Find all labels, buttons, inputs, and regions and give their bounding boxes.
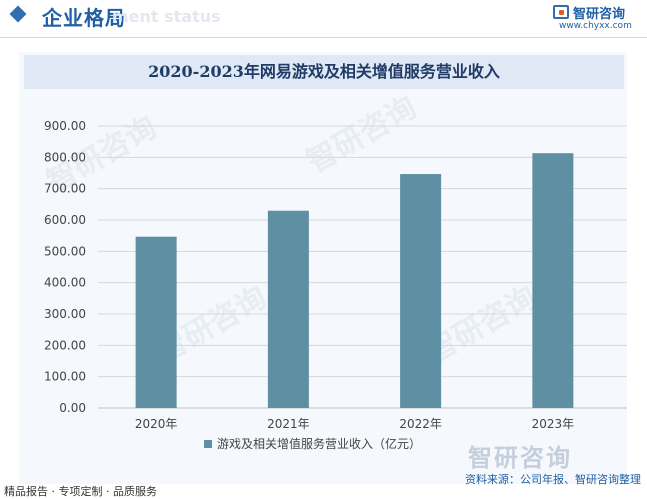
section-title: 企业格局 [42, 6, 126, 30]
brand-logo-icon [553, 5, 569, 19]
y-tick-label: 400.00 [44, 276, 86, 290]
legend-label: 游戏及相关增值服务营业收入（亿元） [217, 436, 421, 451]
legend-swatch [204, 440, 212, 448]
x-tick-label: 2021年 [267, 417, 310, 431]
y-tick-label: 900.00 [44, 119, 86, 133]
page-footer: 精品报告 · 专项定制 · 品质服务 资料来源：公司年报、智研咨询整理 [0, 473, 647, 499]
y-tick-label: 200.00 [44, 338, 86, 352]
section-subtitle: ment status [112, 7, 221, 26]
y-tick-label: 0.00 [59, 401, 86, 415]
y-tick-label: 500.00 [44, 244, 86, 258]
header-divider [0, 37, 647, 38]
chart-title: 2020-2023年网易游戏及相关增值服务营业收入 [24, 55, 624, 89]
y-tick-label: 600.00 [44, 213, 86, 227]
y-tick-label: 100.00 [44, 370, 86, 384]
bar [267, 210, 309, 408]
bar [400, 174, 442, 408]
x-tick-label: 2022年 [399, 417, 442, 431]
footer-source: 资料来源：公司年报、智研咨询整理 [465, 473, 641, 486]
bar [135, 236, 177, 408]
watermark-logo: 智研咨询 [468, 444, 572, 472]
y-tick-label: 700.00 [44, 182, 86, 196]
y-tick-label: 300.00 [44, 307, 86, 321]
brand-logo: 智研咨询 www.chyxx.com [553, 2, 643, 34]
bar [532, 153, 574, 408]
footer-tagline: 精品报告 · 专项定制 · 品质服务 [4, 485, 157, 498]
page-header: 企业格局 ment status 智研咨询 www.chyxx.com [0, 0, 647, 36]
brand-url: www.chyxx.com [559, 21, 632, 31]
y-tick-label: 800.00 [44, 150, 86, 164]
x-tick-label: 2020年 [135, 417, 178, 431]
brand-name: 智研咨询 [573, 7, 626, 22]
x-tick-label: 2023年 [532, 417, 575, 431]
chart-frame [19, 52, 627, 484]
